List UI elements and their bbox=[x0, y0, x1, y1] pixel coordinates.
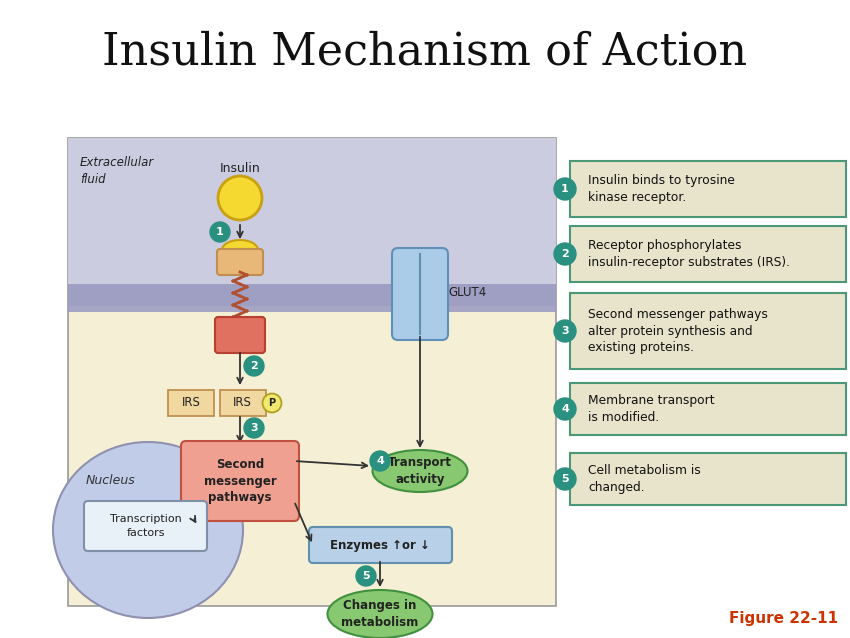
Text: P: P bbox=[269, 398, 275, 408]
Text: Transport
activity: Transport activity bbox=[388, 456, 452, 486]
Text: Cell metabolism is
changed.: Cell metabolism is changed. bbox=[588, 464, 700, 494]
FancyBboxPatch shape bbox=[570, 226, 846, 282]
FancyBboxPatch shape bbox=[84, 501, 207, 551]
Text: IRS: IRS bbox=[182, 396, 201, 410]
Ellipse shape bbox=[372, 450, 468, 492]
Text: 4: 4 bbox=[561, 404, 569, 414]
Text: Insulin binds to tyrosine
kinase receptor.: Insulin binds to tyrosine kinase recepto… bbox=[588, 174, 735, 204]
Circle shape bbox=[210, 222, 230, 242]
FancyBboxPatch shape bbox=[392, 248, 448, 340]
Circle shape bbox=[554, 398, 576, 420]
Text: 3: 3 bbox=[250, 423, 258, 433]
FancyBboxPatch shape bbox=[68, 138, 556, 606]
FancyBboxPatch shape bbox=[570, 383, 846, 435]
Text: GLUT4: GLUT4 bbox=[448, 285, 486, 299]
Circle shape bbox=[244, 356, 264, 376]
Text: Second
messenger
pathways: Second messenger pathways bbox=[204, 457, 276, 505]
Circle shape bbox=[218, 176, 262, 220]
FancyBboxPatch shape bbox=[570, 293, 846, 369]
Ellipse shape bbox=[222, 240, 258, 260]
Text: 2: 2 bbox=[250, 361, 258, 371]
Circle shape bbox=[370, 451, 390, 471]
Text: Second messenger pathways
alter protein synthesis and
existing proteins.: Second messenger pathways alter protein … bbox=[588, 308, 768, 354]
Circle shape bbox=[554, 320, 576, 342]
FancyBboxPatch shape bbox=[570, 453, 846, 505]
Text: 1: 1 bbox=[561, 184, 569, 194]
Text: Transcription
factors: Transcription factors bbox=[110, 514, 181, 538]
Circle shape bbox=[554, 468, 576, 490]
FancyBboxPatch shape bbox=[570, 161, 846, 217]
Ellipse shape bbox=[53, 442, 243, 618]
FancyBboxPatch shape bbox=[181, 441, 299, 521]
Text: Insulin Mechanism of Action: Insulin Mechanism of Action bbox=[103, 31, 747, 73]
Text: 3: 3 bbox=[561, 326, 569, 336]
FancyBboxPatch shape bbox=[220, 390, 266, 416]
Text: 5: 5 bbox=[362, 571, 370, 581]
Circle shape bbox=[554, 178, 576, 200]
Text: 1: 1 bbox=[216, 227, 224, 237]
Text: Extracellular
fluid: Extracellular fluid bbox=[80, 156, 154, 186]
Text: Insulin: Insulin bbox=[219, 161, 260, 175]
Text: 2: 2 bbox=[561, 249, 569, 259]
Bar bbox=[68, 138, 556, 306]
FancyBboxPatch shape bbox=[217, 249, 263, 275]
Text: 5: 5 bbox=[561, 474, 569, 484]
Bar bbox=[68, 284, 556, 312]
FancyBboxPatch shape bbox=[215, 317, 265, 353]
Text: Figure 22-11: Figure 22-11 bbox=[728, 611, 838, 625]
Text: Enzymes ↑or ↓: Enzymes ↑or ↓ bbox=[330, 538, 430, 551]
Text: Receptor phosphorylates
insulin-receptor substrates (IRS).: Receptor phosphorylates insulin-receptor… bbox=[588, 239, 790, 269]
FancyBboxPatch shape bbox=[168, 390, 214, 416]
Text: Changes in
metabolism: Changes in metabolism bbox=[342, 599, 418, 629]
Circle shape bbox=[263, 394, 281, 413]
Circle shape bbox=[356, 566, 376, 586]
Text: IRS: IRS bbox=[233, 396, 252, 410]
Text: Nucleus: Nucleus bbox=[86, 473, 136, 487]
Circle shape bbox=[554, 243, 576, 265]
Circle shape bbox=[244, 418, 264, 438]
Ellipse shape bbox=[327, 590, 433, 638]
Text: Membrane transport
is modified.: Membrane transport is modified. bbox=[588, 394, 715, 424]
Text: 4: 4 bbox=[376, 456, 384, 466]
FancyBboxPatch shape bbox=[309, 527, 452, 563]
